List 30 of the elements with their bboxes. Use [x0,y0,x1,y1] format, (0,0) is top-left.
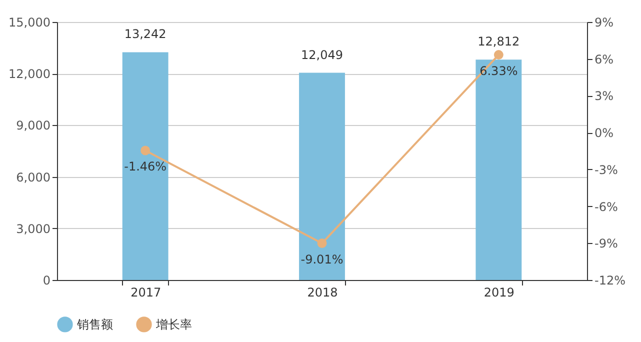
bar [476,60,522,280]
y2-tick-label: -3% [594,162,618,177]
x-tick-label: 2019 [484,286,514,300]
x-tick-label: 2018 [307,286,338,300]
y2-tick-label: 6% [594,52,614,66]
y2-tick-label: -9% [594,236,618,251]
y-tick-label: 0 [42,274,50,288]
data-label: -9.01% [300,252,344,266]
legend-label: 增长率 [155,317,192,332]
point [494,50,504,60]
y-tick-label: 6,000 [16,170,50,184]
bar [299,72,345,280]
x-tick-label: 2017 [130,286,162,300]
point [140,146,150,156]
y2-tick-label: -12% [594,274,626,288]
y2-tick-label: 3% [594,89,614,104]
y-tick-label: 15,000 [8,16,50,30]
point [317,238,327,248]
data-label: -1.46% [124,160,167,174]
y2-tick-label: 9% [594,16,614,30]
y2-tick-label: -6% [594,200,618,214]
data-label: 12,049 [301,48,343,62]
y2-tick-label: 0% [594,126,614,140]
y-tick-label: 12,000 [8,67,50,82]
y-tick-label: 3,000 [16,222,50,236]
y-tick-label: 9,000 [16,118,50,133]
bar [122,52,168,280]
data-label: 12,812 [478,34,520,49]
legend-label: 销售额 [76,317,113,332]
data-label: 13,242 [124,27,166,42]
